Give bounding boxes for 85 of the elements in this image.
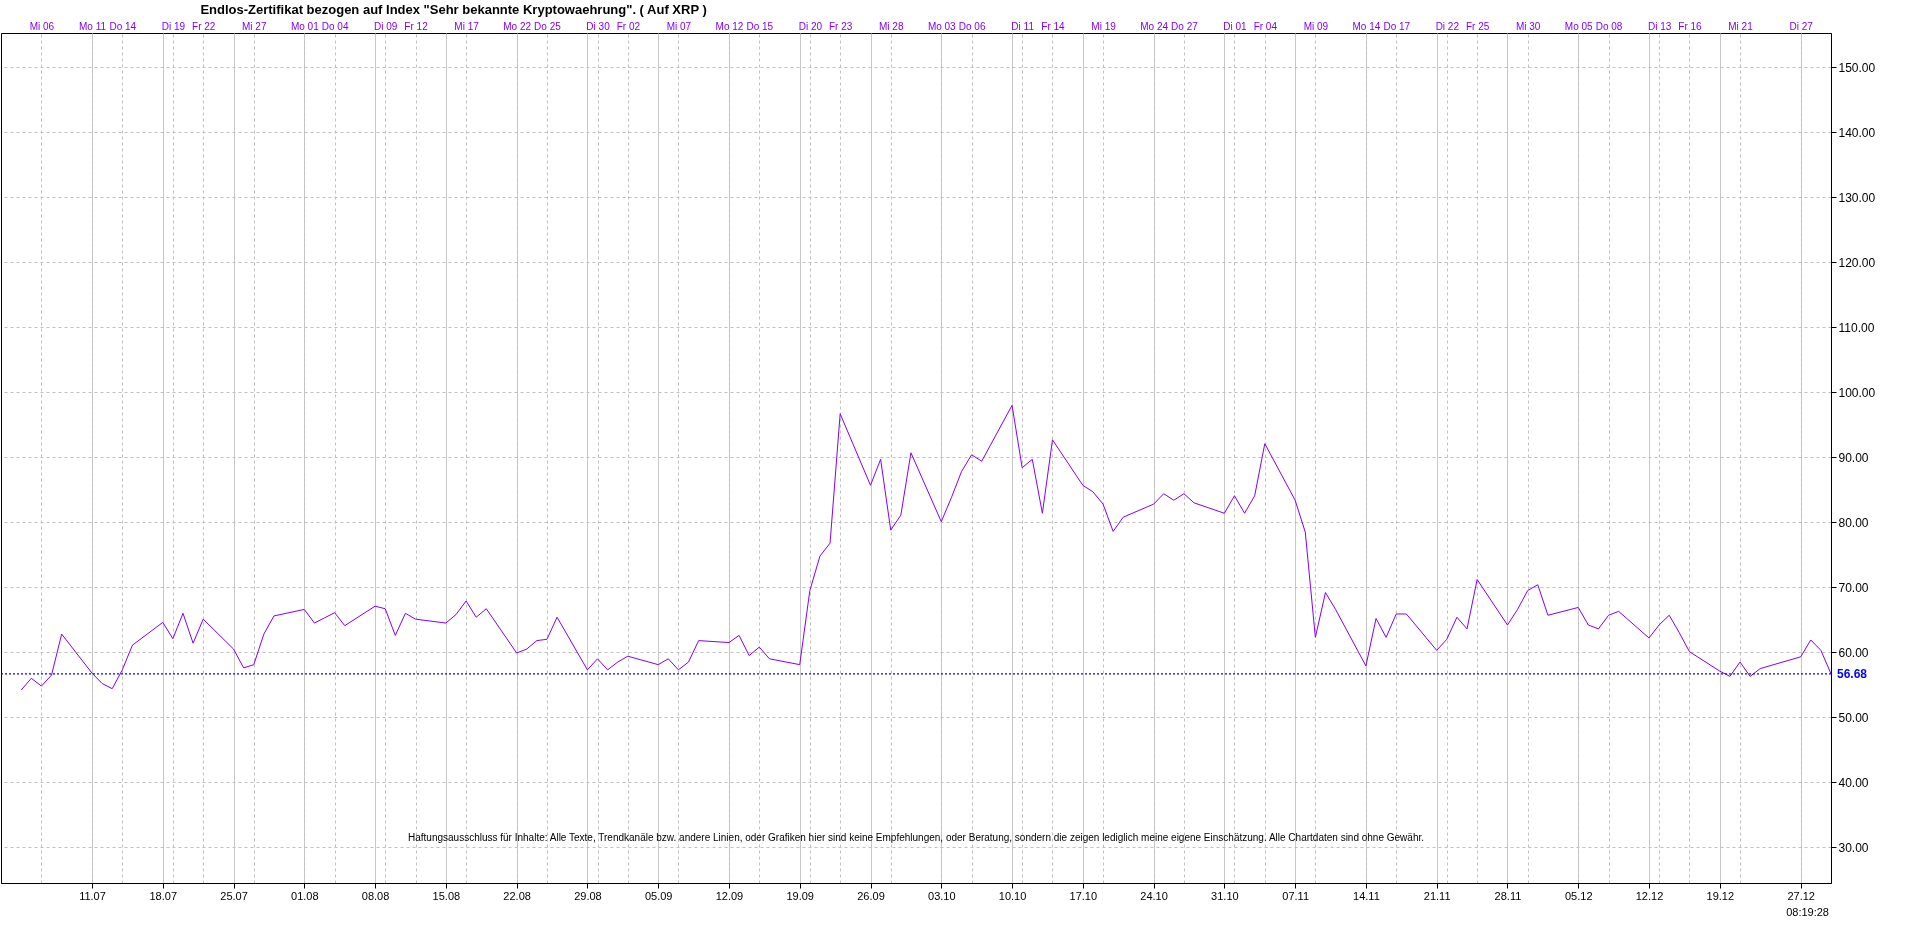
text: 08:19:28 bbox=[1786, 906, 1829, 918]
y-tick-label: 80.00 bbox=[1838, 515, 1869, 530]
x-tick-label: 29.08 bbox=[574, 889, 602, 902]
x2-tick-label: Do 08 bbox=[1595, 20, 1623, 32]
x-tick-label: 31.10 bbox=[1211, 889, 1239, 902]
x2-tick-label: Mi 07 bbox=[666, 20, 692, 32]
x2-tick-label: Fr 22 bbox=[192, 20, 216, 32]
x2-tick-label: Mi 09 bbox=[1303, 20, 1329, 32]
x2-tick-label: Mo 01 bbox=[290, 20, 320, 32]
x2-tick-label: Mi 19 bbox=[1091, 20, 1117, 32]
x2-tick-label: Mi 27 bbox=[242, 20, 267, 32]
x2-tick-label: Do 06 bbox=[958, 20, 986, 32]
x2-tick-label: Mi 17 bbox=[454, 20, 480, 32]
x-tick-label: 08.08 bbox=[361, 889, 390, 902]
y-tick-label: 130.00 bbox=[1838, 190, 1876, 205]
x-tick-label: 22.08 bbox=[503, 889, 531, 902]
x2-tick-label: Do 25 bbox=[534, 20, 562, 32]
x-tick-label: 26.09 bbox=[857, 889, 885, 902]
x-tick-label: 10.10 bbox=[998, 889, 1027, 902]
x2-tick-label: Di 13 bbox=[1647, 20, 1672, 32]
x2-tick-label: Mo 12 bbox=[715, 20, 744, 32]
x2-tick-label: Do 14 bbox=[109, 20, 137, 32]
x2-tick-label: Di 09 bbox=[374, 20, 398, 32]
x2-tick-label: Do 04 bbox=[321, 20, 349, 32]
x-tick-label: 14.11 bbox=[1353, 889, 1380, 902]
x2-tick-label: Mo 11 bbox=[78, 20, 107, 32]
x-tick-label: 05.12 bbox=[1564, 889, 1593, 902]
y-tick-label: 100.00 bbox=[1838, 385, 1876, 400]
x-tick-label: 07.11 bbox=[1282, 889, 1309, 902]
x2-tick-label: Mi 21 bbox=[1728, 20, 1754, 32]
x-tick-label: 01.08 bbox=[291, 889, 319, 902]
x2-tick-label: Fr 25 bbox=[1465, 20, 1490, 32]
y-tick-label: 60.00 bbox=[1838, 645, 1869, 660]
x2-tick-label: Mo 14 bbox=[1352, 20, 1381, 32]
x2-tick-label: Fr 14 bbox=[1041, 20, 1066, 32]
x2-tick-label: Mi 06 bbox=[29, 20, 55, 32]
y-tick-label: 110.00 bbox=[1838, 320, 1875, 335]
y-tick-label: 140.00 bbox=[1838, 125, 1876, 140]
x2-tick-label: Fr 16 bbox=[1678, 20, 1703, 32]
x-tick-label: 17.10 bbox=[1069, 889, 1098, 902]
x2-tick-label: Do 15 bbox=[746, 20, 774, 32]
x2-tick-label: Di 11 bbox=[1011, 20, 1035, 32]
x2-tick-label: Do 17 bbox=[1383, 20, 1411, 32]
x2-tick-label: Mo 22 bbox=[503, 20, 532, 32]
x2-tick-label: Mi 30 bbox=[1515, 20, 1541, 32]
x2-tick-label: Mo 03 bbox=[927, 20, 957, 32]
line-series bbox=[20, 404, 1831, 691]
x-tick-label: 12.12 bbox=[1635, 889, 1664, 902]
y-tick-label: 150.00 bbox=[1838, 60, 1876, 75]
x-tick-label: 27.12 bbox=[1787, 889, 1815, 902]
x-tick-label: 15.08 bbox=[432, 889, 461, 902]
y-tick-label: 40.00 bbox=[1838, 775, 1869, 790]
x-tick-label: 11.07 bbox=[79, 889, 106, 902]
x-tick-label: 21.11 bbox=[1423, 889, 1451, 902]
annotation: Haftungsausschluss für Inhalte: Alle Texte, Trendkanäle bzw. andere Linien, oder Grafiken hier sind keine Empfehlungen, oder Beratung, sondern die zeigen lediglich meine eigene Einschätzung. Alle Chartdaten sind ohne Gewähr. bbox=[407, 832, 1425, 843]
x-tick-label: 24.10 bbox=[1140, 889, 1168, 902]
x2-tick-label: Di 20 bbox=[798, 20, 823, 32]
y-tick-label: 50.00 bbox=[1838, 710, 1869, 725]
y-tick-label: 30.00 bbox=[1838, 840, 1869, 855]
x2-tick-label: Fr 12 bbox=[404, 20, 429, 32]
x2-tick-label: Di 19 bbox=[161, 20, 186, 32]
x2-tick-label: Fr 04 bbox=[1253, 20, 1278, 32]
x2-tick-label: Di 27 bbox=[1789, 20, 1814, 32]
x-tick-label: 03.10 bbox=[928, 889, 956, 902]
x2-tick-label: Do 27 bbox=[1171, 20, 1199, 32]
x2-tick-label: Di 30 bbox=[586, 20, 611, 32]
x-tick-label: 25.07 bbox=[220, 889, 248, 902]
x2-tick-label: Di 01 bbox=[1223, 20, 1248, 32]
x2-tick-label: Di 22 bbox=[1435, 20, 1460, 32]
y-tick-label: 120.00 bbox=[1838, 255, 1876, 270]
x2-tick-label: Fr 02 bbox=[616, 20, 641, 32]
x-tick-label: 19.09 bbox=[786, 889, 814, 902]
x-tick-label: 19.12 bbox=[1706, 889, 1735, 902]
x2-tick-label: Mo 05 bbox=[1564, 20, 1594, 32]
x2-tick-label: Fr 23 bbox=[829, 20, 853, 32]
chart-title: Endlos-Zertifikat bezogen auf Index "Sehr bekannte Kryptowaehrung". ( Auf XRP ) bbox=[200, 2, 707, 17]
x2-tick-label: Mo 24 bbox=[1140, 20, 1169, 32]
ref-line-label: 56.68 bbox=[1837, 666, 1868, 681]
x-tick-label: 18.07 bbox=[149, 889, 178, 902]
x-tick-label: 05.09 bbox=[644, 889, 673, 902]
x2-tick-label: Mi 28 bbox=[879, 20, 904, 32]
y-tick-label: 90.00 bbox=[1838, 450, 1869, 465]
y-tick-label: 70.00 bbox=[1838, 580, 1869, 595]
x-tick-label: 28.11 bbox=[1494, 889, 1522, 902]
x-tick-label: 12.09 bbox=[715, 889, 744, 902]
